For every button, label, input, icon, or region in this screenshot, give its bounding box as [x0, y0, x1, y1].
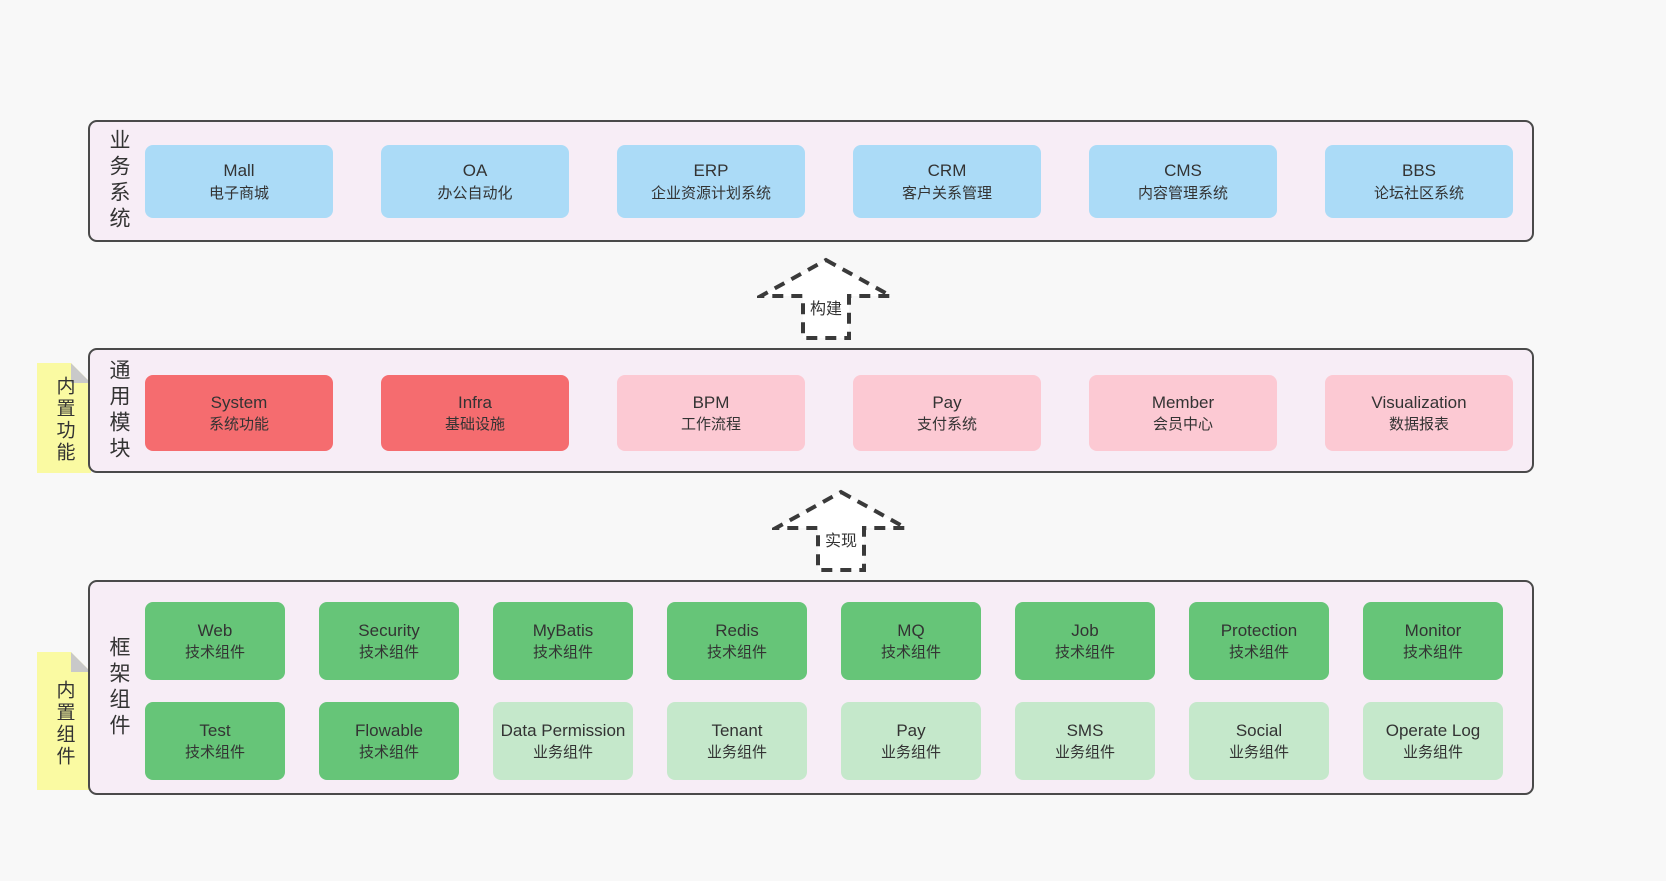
implement-arrow-icon: 实现 [772, 488, 910, 574]
box-title: Job [1071, 620, 1099, 640]
box-subtitle: 业务组件 [1228, 744, 1289, 762]
box-subtitle: 技术组件 [1228, 644, 1289, 662]
box-redis: Redis 技术组件 [667, 602, 807, 680]
box-title: Social [1235, 720, 1283, 740]
box-subtitle: 技术组件 [184, 744, 245, 762]
box-pay-component: Pay 业务组件 [841, 702, 981, 780]
box-title: Data Permission [500, 720, 626, 740]
box-title: SMS [1066, 720, 1104, 740]
box-subtitle: 内容管理系统 [1137, 184, 1228, 202]
box-mq: MQ 技术组件 [841, 602, 981, 680]
box-subtitle: 技术组件 [184, 644, 245, 662]
box-crm: CRM 客户关系管理 [853, 145, 1041, 218]
box-title: System [210, 392, 268, 412]
box-title: OA [462, 161, 488, 181]
box-subtitle: 基础设施 [444, 416, 505, 434]
box-mall: Mall 电子商城 [145, 145, 333, 218]
section-framework-components: 框架组件 Web 技术组件 Security 技术组件 MyBatis 技术组件… [88, 580, 1534, 795]
arrow-label: 实现 [822, 526, 860, 552]
box-system: System 系统功能 [145, 375, 333, 451]
box-subtitle: 论坛社区系统 [1373, 184, 1464, 202]
box-mybatis: MyBatis 技术组件 [493, 602, 633, 680]
box-infra: Infra 基础设施 [381, 375, 569, 451]
box-subtitle: 技术组件 [1054, 644, 1115, 662]
box-title: ERP [693, 161, 729, 181]
box-monitor: Monitor 技术组件 [1363, 602, 1503, 680]
sticky-note-text: 内置功能 [53, 376, 75, 465]
box-subtitle: 企业资源计划系统 [650, 184, 771, 202]
box-subtitle: 技术组件 [706, 644, 767, 662]
box-sms: SMS 业务组件 [1015, 702, 1155, 780]
box-subtitle: 技术组件 [358, 644, 419, 662]
box-subtitle: 技术组件 [358, 744, 419, 762]
box-title: Security [358, 620, 420, 640]
box-data-permission: Data Permission 业务组件 [493, 702, 633, 780]
box-subtitle: 电子商城 [208, 184, 269, 202]
box-bpm: BPM 工作流程 [617, 375, 805, 451]
box-tenant: Tenant 业务组件 [667, 702, 807, 780]
box-subtitle: 客户关系管理 [901, 184, 992, 202]
box-title: Member [1151, 392, 1215, 412]
arrow-label: 构建 [807, 294, 845, 320]
box-test: Test 技术组件 [145, 702, 285, 780]
box-web: Web 技术组件 [145, 602, 285, 680]
box-subtitle: 业务组件 [706, 744, 767, 762]
box-title: Web [197, 620, 233, 640]
box-subtitle: 技术组件 [880, 644, 941, 662]
box-pay-system: Pay 支付系统 [853, 375, 1041, 451]
section-label: 通用模块 [107, 358, 130, 463]
box-subtitle: 数据报表 [1388, 416, 1449, 434]
box-title: Redis [715, 620, 759, 640]
build-arrow-icon: 构建 [757, 256, 895, 342]
box-title: Pay [932, 392, 962, 412]
sticky-note-builtin-features: 内置功能 [37, 363, 91, 473]
box-title: Tenant [711, 720, 763, 740]
box-title: BBS [1401, 161, 1437, 181]
box-title: MQ [897, 620, 925, 640]
box-title: Test [199, 720, 231, 740]
box-title: Visualization [1371, 392, 1467, 412]
box-oa: OA 办公自动化 [381, 145, 569, 218]
box-subtitle: 会员中心 [1152, 416, 1213, 434]
box-subtitle: 业务组件 [532, 744, 593, 762]
box-bbs: BBS 论坛社区系统 [1325, 145, 1513, 218]
box-subtitle: 业务组件 [1054, 744, 1115, 762]
box-title: Monitor [1404, 620, 1462, 640]
box-title: Protection [1220, 620, 1298, 640]
box-subtitle: 系统功能 [208, 416, 269, 434]
box-protection: Protection 技术组件 [1189, 602, 1329, 680]
box-operate-log: Operate Log 业务组件 [1363, 702, 1503, 780]
sticky-note-builtin-components: 内置组件 [37, 652, 91, 790]
box-subtitle: 业务组件 [880, 744, 941, 762]
box-title: MyBatis [532, 620, 594, 640]
box-job: Job 技术组件 [1015, 602, 1155, 680]
box-member: Member 会员中心 [1089, 375, 1277, 451]
box-flowable: Flowable 技术组件 [319, 702, 459, 780]
box-erp: ERP 企业资源计划系统 [617, 145, 805, 218]
box-subtitle: 技术组件 [1402, 644, 1463, 662]
box-subtitle: 工作流程 [680, 416, 741, 434]
box-subtitle: 办公自动化 [437, 184, 513, 202]
box-title: CMS [1164, 161, 1202, 181]
section-label: 业务系统 [107, 129, 130, 233]
sticky-note-text: 内置组件 [53, 679, 75, 768]
box-subtitle: 技术组件 [532, 644, 593, 662]
box-subtitle: 支付系统 [916, 416, 977, 434]
box-social: Social 业务组件 [1189, 702, 1329, 780]
section-common-modules: 通用模块 System 系统功能 Infra 基础设施 BPM 工作流程 Pay… [88, 348, 1534, 473]
box-visualization: Visualization 数据报表 [1325, 375, 1513, 451]
box-subtitle: 业务组件 [1402, 744, 1463, 762]
section-business-systems: 业务系统 Mall 电子商城 OA 办公自动化 ERP 企业资源计划系统 CRM… [88, 120, 1534, 242]
box-title: Infra [457, 392, 493, 412]
box-title: BPM [692, 392, 730, 412]
box-title: Mall [223, 161, 255, 181]
box-title: Flowable [354, 720, 424, 740]
box-cms: CMS 内容管理系统 [1089, 145, 1277, 218]
box-title: Pay [896, 720, 926, 740]
box-title: Operate Log [1385, 720, 1481, 740]
box-title: CRM [927, 161, 967, 181]
box-security: Security 技术组件 [319, 602, 459, 680]
section-label: 框架组件 [107, 635, 130, 740]
